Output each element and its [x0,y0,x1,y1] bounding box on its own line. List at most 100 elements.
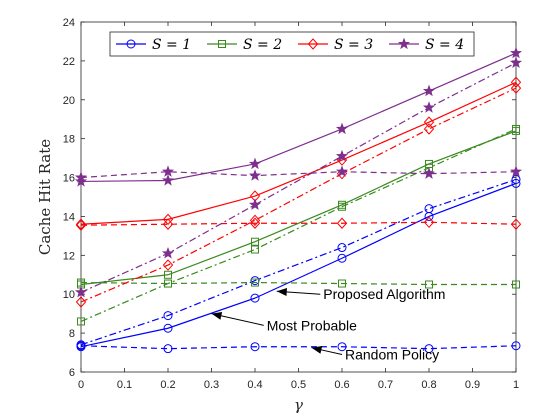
data-point-star [422,101,436,113]
x-tick-label: 0.2 [160,379,175,391]
series-layer [74,46,523,354]
data-point-diamond [162,218,174,230]
data-point-diamond [423,116,435,128]
y-tick-label: 20 [63,95,75,107]
legend-label: S = 2 [243,37,282,53]
data-point-star [248,157,262,170]
x-tick-label: 0.6 [334,379,349,391]
data-point-square [164,270,172,279]
data-point-circle [337,253,347,263]
y-tick-label: 8 [69,328,75,340]
axis-ticks: 0 0.1 0.2 0.3 0.4 0.5 0.6 0.7 0.8 0.9 168101214161… [63,17,519,391]
data-point-circle [76,341,86,351]
data-point-star [74,171,88,183]
series-S2-dashed [77,278,520,289]
x-tick-label: 1 [513,379,519,391]
data-point-circle [163,311,173,321]
data-point-circle [337,243,347,253]
y-tick-label: 24 [63,17,75,29]
data-point-circle [511,341,521,351]
x-tick-label: 0.7 [378,379,393,391]
data-point-star [335,122,349,135]
data-point-square [251,245,259,254]
series-S3-dashed [75,216,522,231]
y-tick-label: 6 [69,367,75,379]
data-point-star [397,37,411,50]
data-point-square [425,280,433,289]
series-S4-dashed [74,165,523,183]
annotation-label: Proposed Algorithm [323,286,445,302]
data-point-square [77,317,85,326]
annotation: Proposed Algorithm [276,286,445,302]
annotation-label: Most Probable [267,317,357,333]
y-tick-label: 22 [63,56,75,68]
data-point-diamond [510,218,522,230]
annotation: Most Probable [211,311,357,333]
legend-label: S = 3 [334,37,373,53]
data-point-star [161,174,175,186]
data-point-diamond [75,296,87,308]
x-tick-label: 0.9 [465,379,480,391]
annotation-layer: Proposed Algorithm Most Probable Random Po… [211,286,445,363]
data-point-star [509,56,523,68]
series-line [80,171,517,179]
y-tick-label: 14 [63,211,75,223]
legend-entry: S = 2 [207,37,282,53]
x-tick-label: 0 [78,379,84,391]
x-tick-label: 0.5 [291,379,306,391]
data-point-circle [126,39,136,49]
data-point-star [335,149,349,162]
series-line [80,221,517,226]
annotation-arrowhead [311,345,323,354]
legend-label: S = 1 [152,37,191,53]
legend-entry: S = 4 [389,37,464,53]
data-point-diamond [162,259,174,271]
data-point-star [509,46,523,59]
data-point-star [161,247,175,259]
series-line [80,81,517,225]
series-line [80,128,517,322]
data-point-circle [250,342,260,352]
data-point-circle [511,178,521,188]
y-tick-label: 18 [63,134,75,146]
x-axis-label: γ [294,396,303,414]
data-point-square [512,124,520,133]
data-point-diamond [307,38,319,50]
data-point-circle [511,175,521,184]
data-point-circle [163,344,173,354]
data-point-star [509,165,523,177]
data-point-circle [163,323,173,333]
annotation-arrowhead [276,287,287,296]
data-point-star [248,198,262,210]
y-tick-label: 10 [63,289,75,301]
series-line [80,62,517,293]
annotation-arrowhead [211,311,223,320]
data-point-star [335,165,349,177]
y-tick-label: 16 [63,173,75,185]
annotation: Random Policy [311,345,439,363]
x-tick-label: 0.8 [421,379,436,391]
series-line [80,281,516,286]
data-point-square [338,202,346,211]
series-line [80,87,517,303]
data-point-square [512,280,520,289]
data-point-square [251,237,259,246]
series-S1-dashed [76,341,521,354]
series-line [80,182,517,348]
data-point-circle [337,342,347,352]
data-point-square [164,279,172,288]
legend-label: S = 4 [425,37,464,53]
y-tick-label: 12 [63,250,75,262]
x-tick-label: 0.4 [247,379,262,391]
data-point-diamond [249,214,261,227]
annotation-label: Random Policy [345,347,439,363]
data-point-diamond [423,216,435,229]
y-axis-label: Cache Hit Rate [36,139,54,255]
legend: S = 1 S = 2 S = 3 S = 4 [109,31,475,57]
data-point-star [422,167,436,179]
data-point-star [74,285,88,298]
data-point-diamond [162,213,174,226]
data-point-star [161,165,175,177]
series-line [80,178,517,346]
